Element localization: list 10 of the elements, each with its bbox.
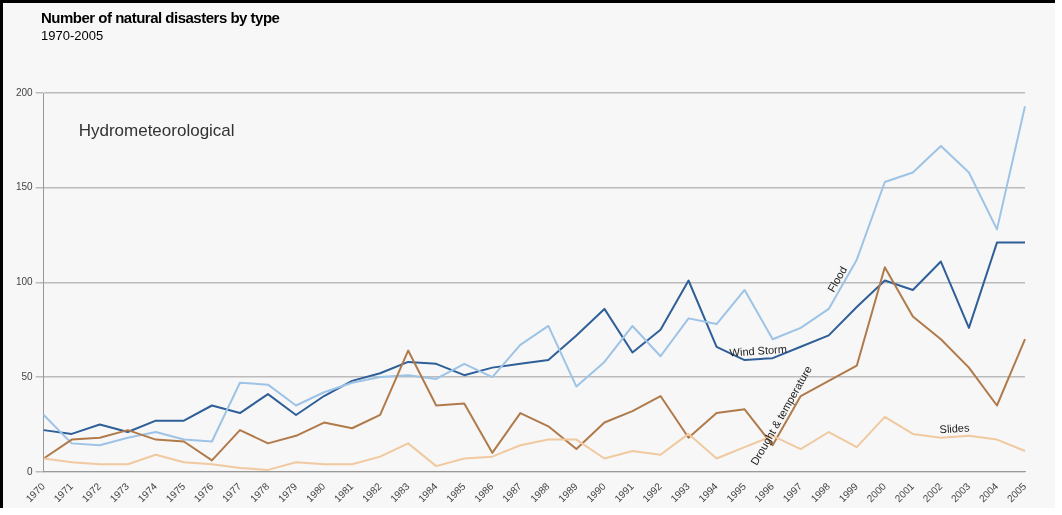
chart-title: Number of natural disasters by type xyxy=(41,9,280,26)
annotation: Hydrometeorological xyxy=(78,121,235,141)
y-tick-label: 0 xyxy=(27,465,34,477)
y-tick-label: 200 xyxy=(16,86,34,98)
y-tick-label: 100 xyxy=(16,276,34,288)
y-tick-label: 50 xyxy=(21,370,34,382)
series-label: Wind Storm xyxy=(729,342,788,359)
chart-subtitle: 1970-2005 xyxy=(41,28,104,43)
y-tick-label: 150 xyxy=(16,181,34,193)
series-label: Slides xyxy=(939,421,971,436)
